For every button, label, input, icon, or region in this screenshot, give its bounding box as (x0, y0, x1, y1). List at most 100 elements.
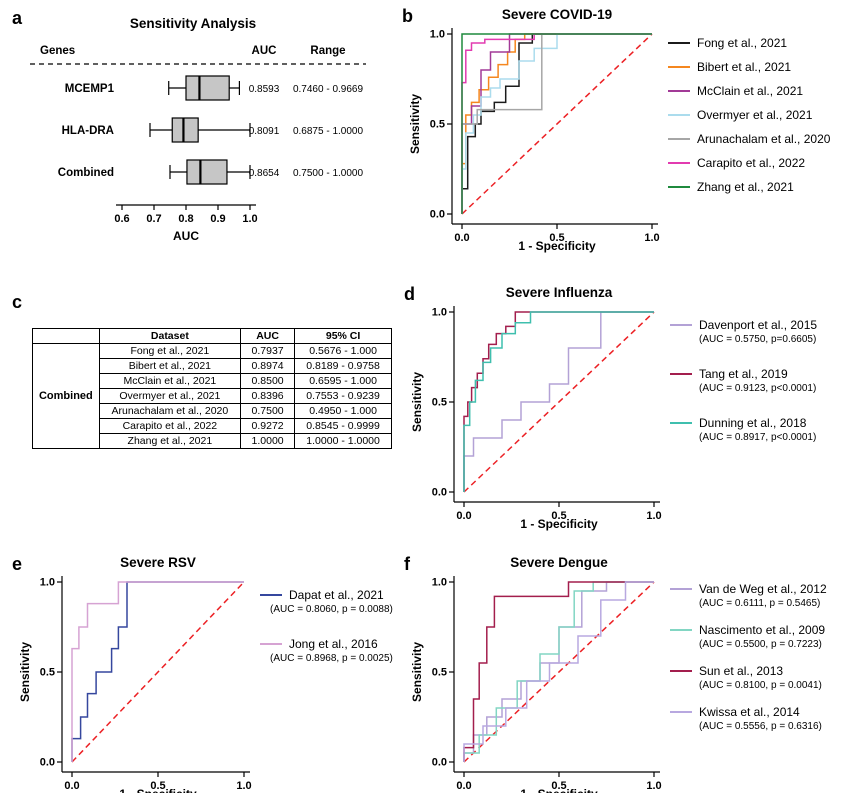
row-group-label: Combined (32, 343, 100, 449)
y-tick-label: 0.5 (432, 397, 447, 409)
x-tick-label: 0.7 (146, 213, 161, 225)
y-axis-label: Sensitivity (412, 372, 424, 432)
sensitivity-boxplot: Sensitivity Analysis Genes AUC Range MCEMP1 0… (30, 16, 366, 243)
table-cell: 0.8545 - 0.9999 (294, 418, 392, 434)
y-tick-label: 0.0 (40, 757, 55, 769)
roc-plot-b: Severe COVID-19 0.0 0.5 1.0 0.0 0.5 1.0 1 - Spe… (408, 7, 660, 253)
chart-title: Severe Influenza (506, 285, 613, 300)
dengue-roc-legend: Van de Weg et al., 2012 (AUC = 0.6111, p … (670, 552, 827, 746)
gene-label: MCEMP1 (65, 83, 115, 95)
table-cell: 0.7500 (239, 403, 296, 419)
legend-entry-row: Fong et al., 2021 (668, 36, 830, 50)
auc-value: 0.8654 (249, 168, 280, 179)
influenza-roc-legend: Davenport et al., 2015 (AUC = 0.5750, p=0… (670, 282, 817, 465)
chart-title: Severe RSV (120, 555, 196, 570)
legend-series-name: Kwissa et al., 2014 (699, 705, 800, 719)
legend-series-stats: (AUC = 0.6111, p = 0.5465) (699, 598, 821, 609)
x-tick-label: 0.5 (551, 510, 566, 522)
y-axis-label: Sensitivity (412, 642, 424, 702)
x-axis-label: 1 - Specificity (520, 787, 598, 793)
panel-sensitivity-analysis: a Sensitivity Analysis Genes AUC Range MCEMP… (6, 6, 392, 260)
roc-curve (463, 311, 654, 492)
dengue-roc-chart: Severe Dengue 0.0 0.5 1.0 0.0 0.5 1.0 1 - Speci… (410, 552, 662, 793)
y-tick-label: 0.0 (432, 487, 447, 499)
legend-series-name: Carapito et al., 2022 (697, 156, 806, 170)
auc-header: AUC (252, 45, 277, 57)
legend-item: Van de Weg et al., 2012 (AUC = 0.6111, p … (670, 582, 827, 609)
legend-item: Davenport et al., 2015 (AUC = 0.5750, p=0… (670, 318, 817, 345)
legend-entry-row: Dapat et al., 2021 (260, 588, 393, 602)
x-tick-label: 0.8 (178, 213, 193, 225)
panel-label-b: b (402, 6, 413, 26)
legend-line-swatch (668, 161, 690, 165)
table-cell: McClain et al., 2021 (98, 373, 242, 389)
legend-series-stats: (AUC = 0.9123, p<0.0001) (699, 383, 817, 394)
range-header: Range (310, 45, 345, 57)
legend-series-name: Nascimento et al., 2009 (699, 623, 826, 637)
table-cell: 0.5676 - 1.000 (294, 343, 392, 359)
legend-line-swatch (670, 628, 692, 632)
legend-line-swatch (670, 710, 692, 714)
table-corner-cell (32, 328, 100, 344)
combined-auc-table: Dataset AUC 95% CI Combined Fong et al., 202… (32, 328, 392, 449)
legend-entry-row: Nascimento et al., 2009 (670, 623, 827, 637)
legend-entry-row: Zhang et al., 2021 (668, 180, 830, 194)
legend-line-swatch (670, 587, 692, 591)
legend-item: Overmyer et al., 2021 (668, 108, 830, 122)
legend-series-stats: (AUC = 0.8100, p = 0.0041) (699, 680, 822, 691)
legend-entry-row: Tang et al., 2019 (670, 367, 817, 381)
roc-curve (463, 311, 654, 492)
roc-curve (463, 311, 654, 492)
legend-series-name: Davenport et al., 2015 (699, 318, 818, 332)
x-tick-label: 0.0 (454, 232, 469, 244)
legend-item: Arunachalam et al., 2020 (668, 132, 830, 146)
auc-value: 0.8091 (249, 126, 280, 137)
x-axis-label: 1 - Specificity (518, 239, 596, 253)
iqr-box (186, 159, 228, 185)
iqr-box (185, 75, 230, 101)
panel-severe-dengue: f Severe Dengue 0.0 0.5 1.0 0.0 0.5 1.0 1 - Spe… (398, 552, 851, 793)
legend-entry-row: Dunning et al., 2018 (670, 416, 817, 430)
table-header: Dataset (98, 328, 242, 344)
legend-line-swatch (260, 593, 282, 597)
influenza-roc-layout: Severe Influenza 0.0 0.5 1.0 0.0 0.5 1.0 1 - Sp… (410, 282, 851, 537)
panel-label-e: e (12, 554, 23, 574)
table-row: Zhang et al., 2021 1.0000 1.0000 - 1.0000 (33, 433, 392, 449)
x-tick-label: 0.0 (456, 780, 471, 792)
roc-curve (71, 581, 244, 762)
table-cell: 0.9272 (239, 418, 296, 434)
legend-item: McClain et al., 2021 (668, 84, 830, 98)
legend-series-stats: (AUC = 0.5750, p=0.6605) (699, 334, 817, 345)
range-value: 0.7500 - 1.0000 (293, 168, 363, 179)
legend-item: Dapat et al., 2021 (AUC = 0.8060, p = 0.0… (260, 588, 393, 615)
table-cell: Zhang et al., 2021 (98, 433, 242, 449)
legend-series-name: Dapat et al., 2021 (289, 588, 384, 602)
legend-line-swatch (260, 642, 282, 646)
y-axis-label: Sensitivity (410, 94, 422, 154)
y-tick-label: 0.5 (40, 667, 55, 679)
roc-curve (461, 33, 652, 214)
table-header: AUC (239, 328, 296, 344)
legend-entry-row: Jong et al., 2016 (260, 637, 393, 651)
legend-item: Tang et al., 2019 (AUC = 0.9123, p<0.0001… (670, 367, 817, 394)
x-tick-label: 1.0 (644, 232, 659, 244)
roc-curve (461, 33, 652, 214)
x-axis-label: 1 - Specificity (520, 517, 598, 531)
table-header: 95% CI (294, 328, 392, 344)
roc-curve (71, 581, 244, 762)
x-tick-label: 0.5 (150, 780, 165, 792)
legend-series-stats: (AUC = 0.8917, p<0.0001) (699, 432, 817, 443)
range-value: 0.7460 - 0.9669 (293, 84, 363, 95)
panel-severe-covid19: b Severe COVID-19 0.0 0.5 1.0 0.0 0.5 1.0 1 - S… (396, 4, 851, 262)
table-header-row: Dataset AUC 95% CI (32, 328, 392, 344)
table-cell: 0.8189 - 0.9758 (294, 358, 392, 374)
rsv-roc-chart: Severe RSV 0.0 0.5 1.0 0.0 0.5 1.0 1 - Specific… (18, 552, 252, 793)
x-tick-label: 1.0 (646, 510, 661, 522)
table-cell: Bibert et al., 2021 (98, 358, 242, 374)
legend-series-name: Overmyer et al., 2021 (697, 108, 813, 122)
legend-entry-row: Davenport et al., 2015 (670, 318, 817, 332)
legend-entry-row: Bibert et al., 2021 (668, 60, 830, 74)
legend-line-swatch (670, 421, 692, 425)
panel-severe-influenza: d Severe Influenza 0.0 0.5 1.0 0.0 0.5 1.0 1 - … (398, 282, 851, 532)
